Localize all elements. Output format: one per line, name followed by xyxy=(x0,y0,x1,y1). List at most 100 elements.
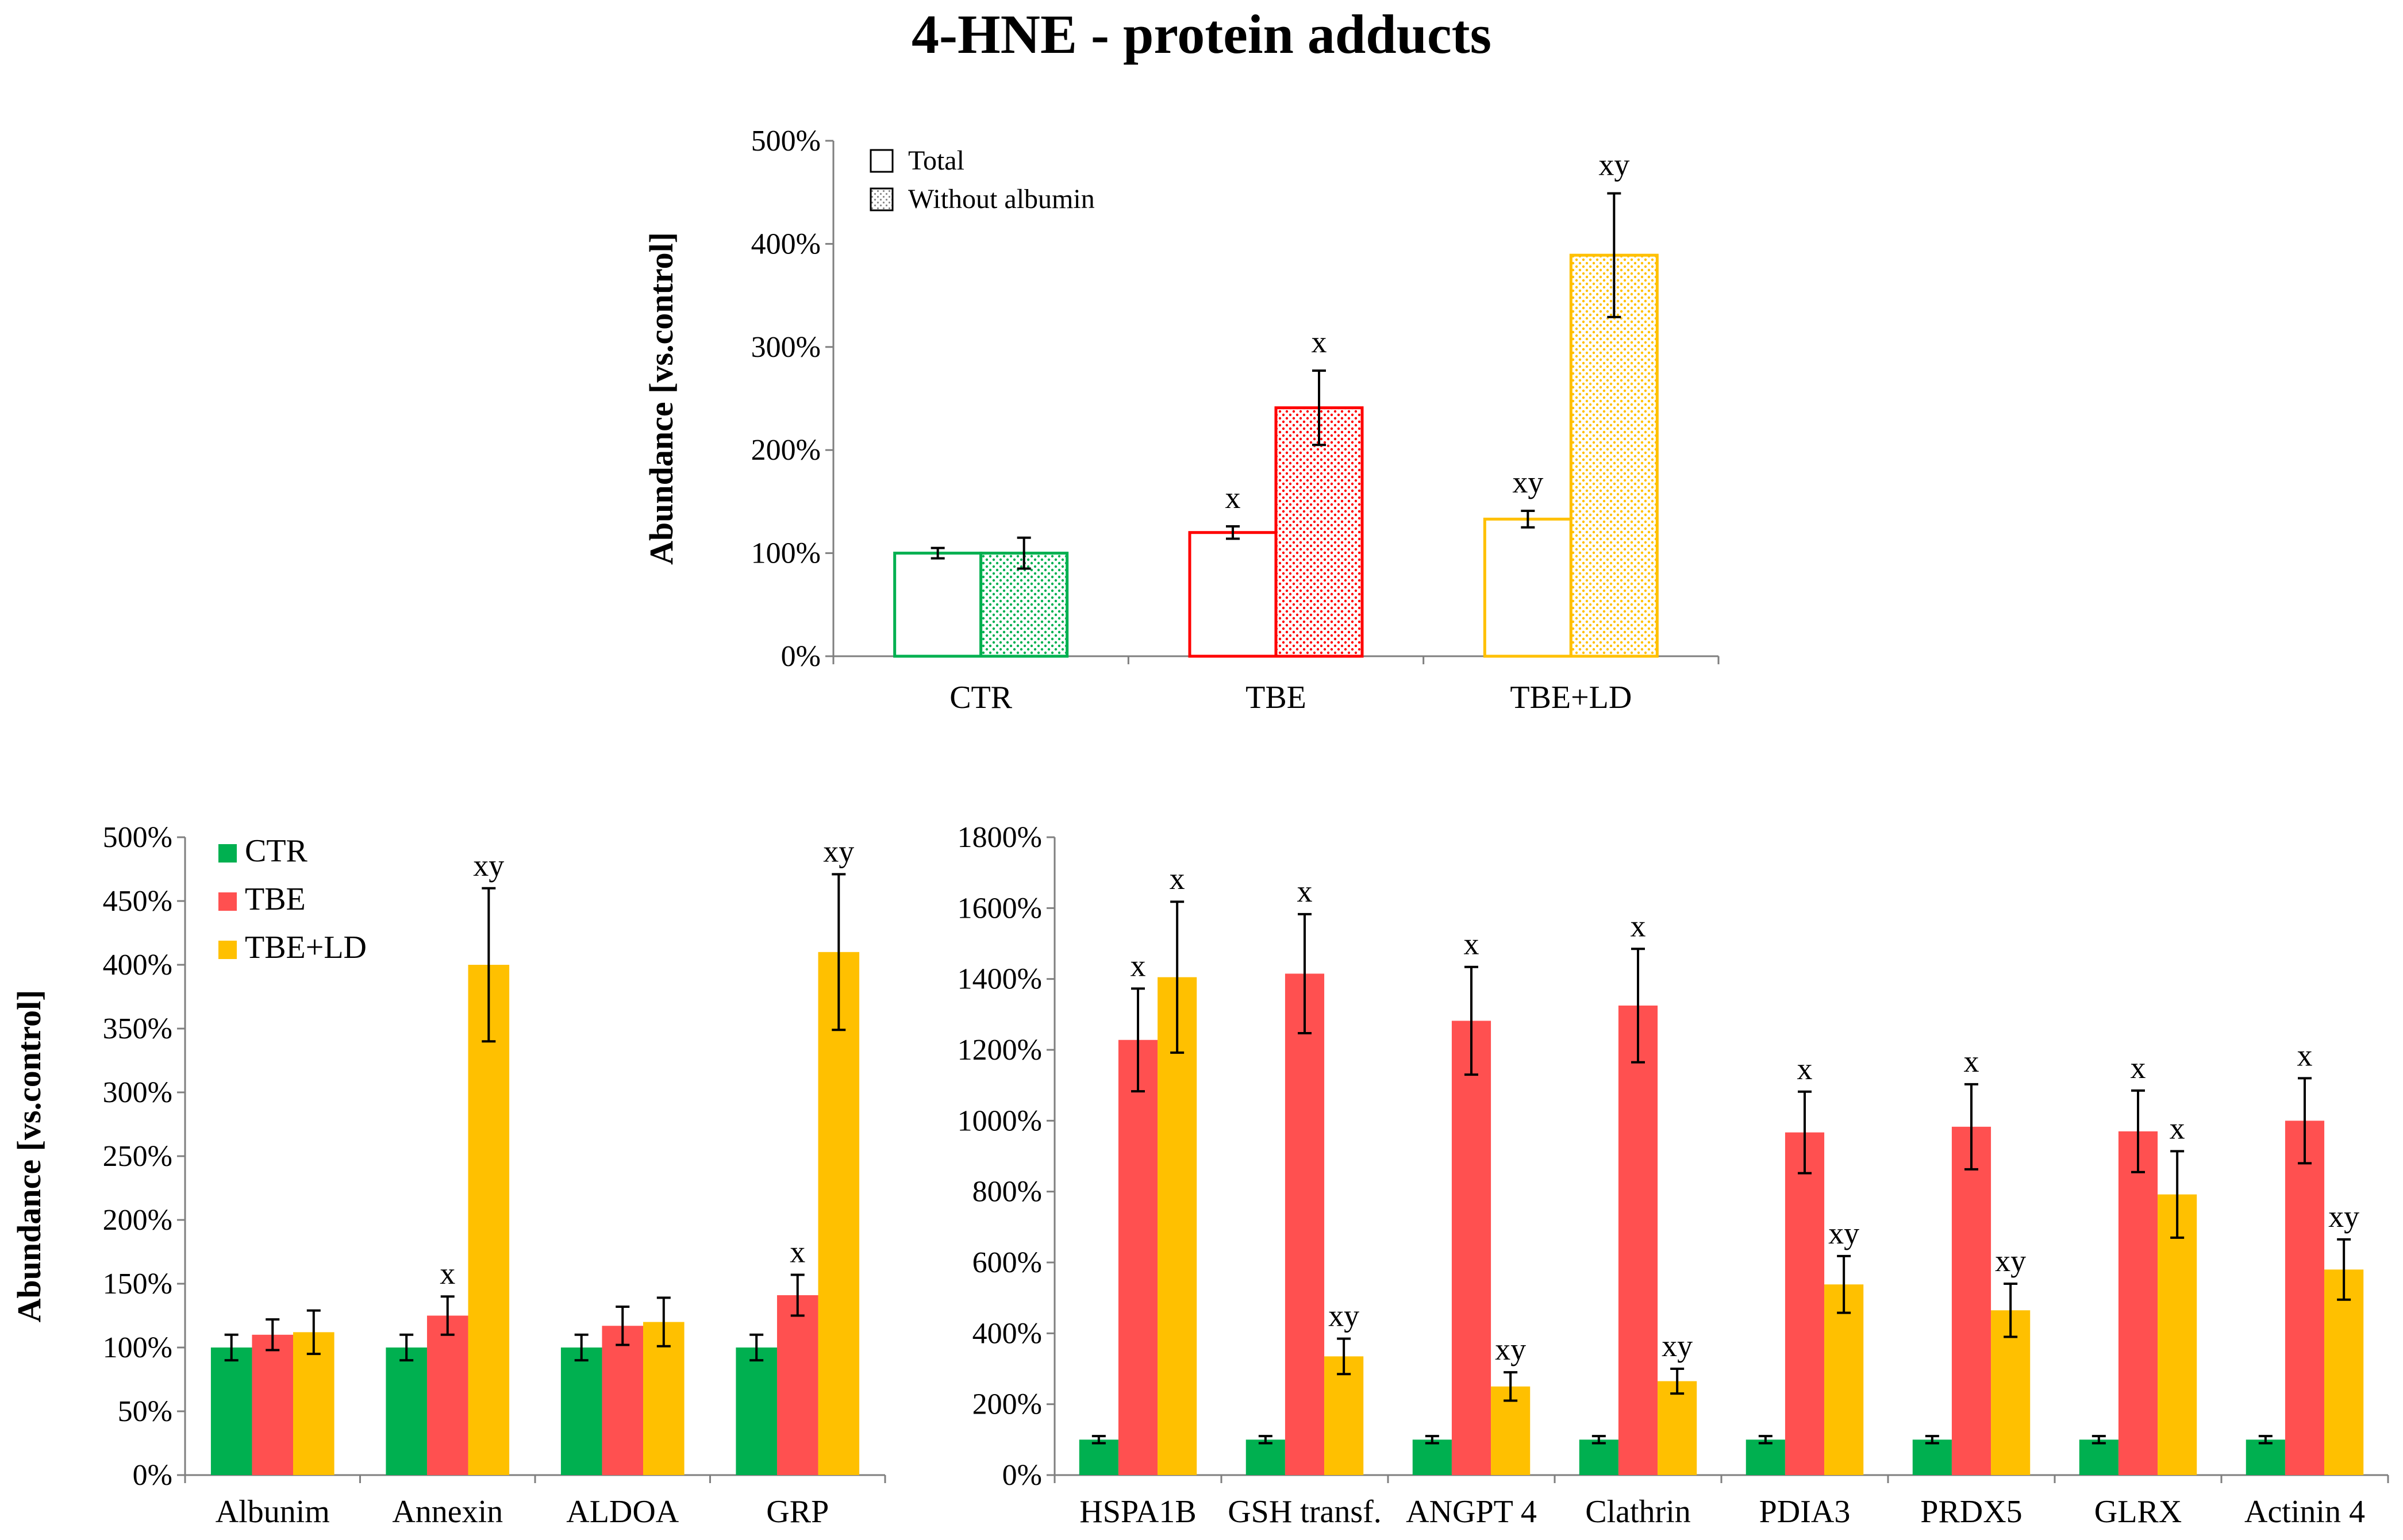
significance-label: x xyxy=(1631,908,1646,943)
bar-tbe xyxy=(2285,1121,2325,1475)
significance-label: x xyxy=(440,1256,455,1291)
legend-swatch xyxy=(218,941,237,959)
y-tick-label: 1600% xyxy=(958,892,1042,925)
y-tick-label: 0% xyxy=(781,640,821,673)
significance-label: x xyxy=(1312,325,1327,359)
significance-label: x xyxy=(2131,1050,2146,1085)
bar-tbe-ld xyxy=(468,965,510,1475)
significance-label: xy xyxy=(1598,147,1629,182)
y-tick-label: 400% xyxy=(751,228,821,260)
y-axis-label: Abundance [vs.control] xyxy=(643,232,680,565)
y-tick-label: 150% xyxy=(103,1268,172,1300)
x-category-label: ALDOA xyxy=(566,1494,679,1530)
y-tick-label: 250% xyxy=(103,1140,172,1173)
bar-tbe xyxy=(1118,1040,1158,1475)
significance-label: x xyxy=(1225,480,1241,515)
significance-label: x xyxy=(1464,927,1479,961)
bar-tbe-ld xyxy=(293,1332,335,1475)
bar-tbe-ld xyxy=(643,1322,685,1475)
x-category-label: ANGPT 4 xyxy=(1406,1494,1537,1530)
x-category-label: TBE xyxy=(1245,680,1306,715)
bar-ctr xyxy=(1412,1439,1452,1475)
y-tick-label: 500% xyxy=(751,125,821,157)
y-tick-label: 50% xyxy=(118,1395,172,1428)
bar-tbe xyxy=(1451,1021,1491,1475)
bar-tbe-ld xyxy=(1824,1284,1864,1475)
legend-label: TBE xyxy=(245,881,306,917)
bar-tbe-ld xyxy=(2324,1269,2364,1475)
y-tick-label: 350% xyxy=(103,1012,172,1045)
significance-label: x xyxy=(1131,948,1146,983)
significance-label: x xyxy=(1797,1052,1813,1086)
bar-tbe xyxy=(1618,1005,1658,1475)
x-category-label: Clathrin xyxy=(1585,1494,1691,1530)
x-category-label: TBE+LD xyxy=(1510,680,1632,715)
bar-ctr xyxy=(386,1348,427,1475)
legend-label: CTR xyxy=(245,833,308,869)
bar-tbe xyxy=(602,1326,644,1475)
bar-tbe-ld xyxy=(1158,977,1197,1475)
significance-label: xy xyxy=(1828,1216,1859,1250)
legend-label: Without albumin xyxy=(908,184,1095,214)
y-tick-label: 500% xyxy=(103,821,172,854)
significance-label: x xyxy=(1170,861,1185,896)
significance-label: xy xyxy=(2328,1199,2359,1234)
bar-total xyxy=(893,552,983,658)
bar-without-albumin xyxy=(1274,406,1364,658)
x-category-label: Albunim xyxy=(216,1494,330,1530)
significance-label: x xyxy=(2297,1038,2313,1072)
significance-label: x xyxy=(1964,1044,1979,1079)
chart-proteins-left: 0% 50% 100% 150% 200% 250% 300% 350% 400% 450% 500… xyxy=(10,821,886,1530)
bar-tbe xyxy=(2118,1131,2158,1475)
y-tick-label: 1000% xyxy=(958,1104,1042,1137)
bar-ctr xyxy=(1079,1439,1118,1475)
bar-tbe-ld xyxy=(1658,1381,1697,1475)
bar-ctr xyxy=(210,1348,252,1475)
bar-tbe xyxy=(252,1334,294,1475)
legend-label: TBE+LD xyxy=(245,930,367,965)
y-tick-label: 100% xyxy=(103,1331,172,1364)
bar-ctr xyxy=(1245,1439,1285,1475)
y-tick-label: 400% xyxy=(103,949,172,981)
chart-total-vs-without-albumin: 0% 100% 200% 300% 400% 500% CTR TBE TBE+LD Abunda… xyxy=(643,125,1720,715)
x-category-label: GRP xyxy=(766,1494,829,1530)
significance-label: xy xyxy=(1512,465,1543,499)
bar-ctr xyxy=(1579,1439,1618,1475)
bar-total xyxy=(1188,531,1278,658)
y-axis-label: Abundance [vs.control] xyxy=(10,990,48,1323)
bar-tbe xyxy=(426,1315,468,1475)
x-category-label: Actinin 4 xyxy=(2244,1494,2365,1530)
bar-ctr xyxy=(2246,1439,2285,1475)
legend-swatch xyxy=(218,892,237,911)
y-tick-label: 200% xyxy=(103,1204,172,1237)
legend-swatch-without-albumin xyxy=(870,187,894,211)
significance-label: x xyxy=(2170,1111,2185,1145)
x-category-label: HSPA1B xyxy=(1079,1494,1196,1530)
x-category-label: GLRX xyxy=(2094,1494,2182,1530)
significance-label: x xyxy=(790,1234,805,1269)
bar-tbe xyxy=(776,1295,818,1475)
legend-swatch-total xyxy=(870,149,894,173)
bar-ctr xyxy=(560,1348,602,1475)
y-tick-label: 200% xyxy=(751,434,821,467)
significance-label: x xyxy=(1297,874,1313,908)
bar-tbe-ld xyxy=(2158,1194,2197,1475)
significance-label: xy xyxy=(1328,1299,1359,1333)
x-category-label: GSH transf. xyxy=(1228,1494,1382,1530)
bar-tbe-ld xyxy=(818,952,860,1475)
figure-title: 4-HNE - protein adducts xyxy=(912,3,1491,65)
legend-label: Total xyxy=(908,145,964,176)
bar-without-albumin xyxy=(979,552,1069,658)
y-tick-label: 1400% xyxy=(958,963,1042,996)
bar-tbe xyxy=(1285,973,1325,1475)
y-tick-label: 1200% xyxy=(958,1034,1042,1067)
bar-ctr xyxy=(1745,1439,1785,1475)
y-tick-label: 800% xyxy=(972,1176,1042,1208)
y-tick-label: 100% xyxy=(751,537,821,570)
x-category-label: Annexin xyxy=(392,1494,503,1530)
y-tick-label: 450% xyxy=(103,885,172,918)
y-tick-label: 400% xyxy=(972,1317,1042,1350)
y-tick-label: 300% xyxy=(751,331,821,364)
chart-proteins-right: 0% 200% 400% 600% 800% 1000% 1200% 1400% 1600% 18… xyxy=(958,821,2389,1530)
legend-swatch xyxy=(218,844,237,863)
